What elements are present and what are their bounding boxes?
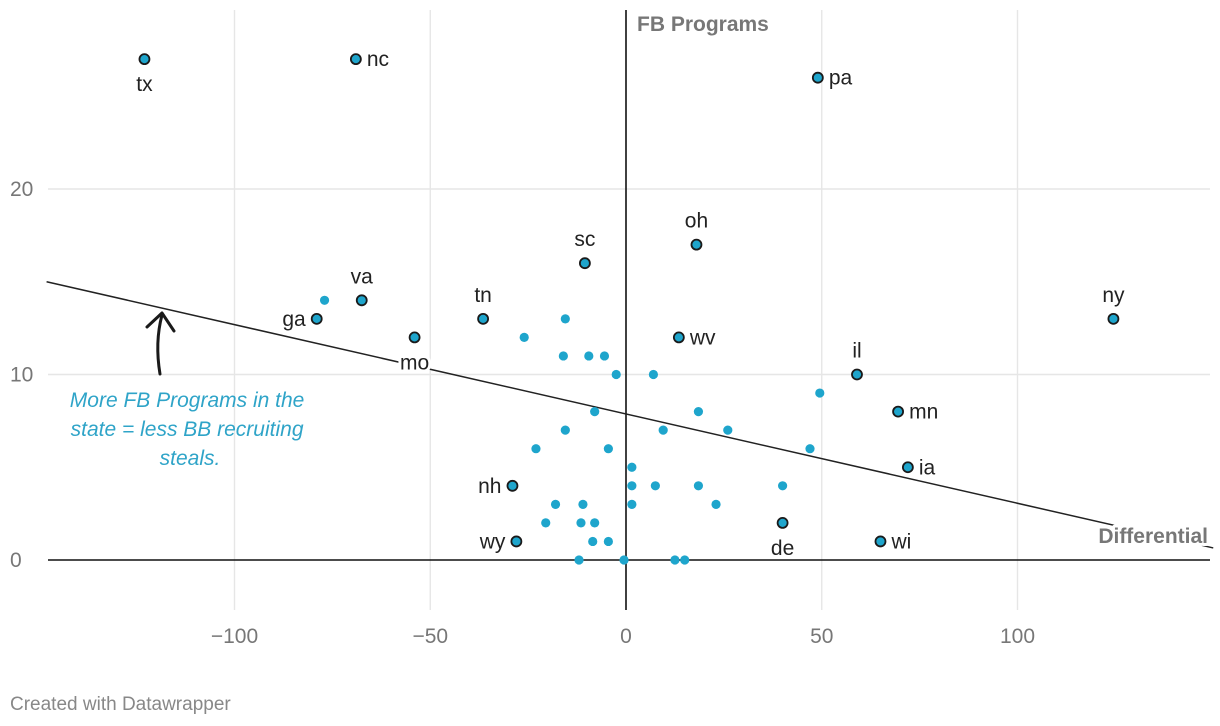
data-point [541, 518, 551, 528]
point-label-va: va [351, 265, 374, 288]
labeled-point-nh [506, 479, 519, 492]
point-label-nc: nc [367, 48, 389, 71]
data-point [578, 499, 588, 509]
data-point [558, 351, 568, 361]
data-point [531, 444, 541, 454]
point-label-wy: wy [479, 530, 506, 553]
data-point [603, 536, 613, 547]
data-point [550, 499, 561, 509]
data-point [627, 462, 637, 472]
labeled-point-mo [408, 331, 421, 344]
y-tick-label: 0 [10, 549, 22, 572]
data-point [723, 425, 733, 435]
point-labels: tx nc pa oh sc va tn ga ny mo wv il mn ia nh de wy wi [133, 45, 1128, 563]
x-tick-label: 50 [810, 625, 833, 648]
annotation-line-1: More FB Programs in the [70, 389, 305, 412]
point-label-ia: ia [919, 456, 936, 479]
data-points [138, 53, 1120, 565]
annotation: More FB Programs in the state = less BB … [70, 311, 310, 470]
data-point [650, 481, 660, 491]
data-point [658, 425, 668, 435]
data-point [519, 332, 529, 342]
point-label-il: il [852, 340, 861, 363]
data-point [574, 555, 584, 565]
labeled-point-il [851, 368, 863, 381]
point-label-mn: mn [909, 401, 938, 424]
labeled-point-sc [578, 257, 591, 270]
annotation-line-2: state = less BB recruiting [71, 418, 304, 441]
data-point [319, 295, 330, 305]
point-label-oh: oh [685, 210, 708, 233]
data-point [560, 425, 570, 435]
labeled-point-tx [138, 53, 151, 66]
data-point [670, 555, 680, 565]
annotation-arrow [156, 313, 164, 376]
annotation-line-3: steals. [160, 447, 221, 470]
point-label-pa: pa [829, 67, 853, 90]
labeled-point-ga [310, 312, 323, 325]
data-point [680, 555, 690, 565]
y-axis-title: FB Programs [637, 13, 769, 36]
data-point [778, 481, 788, 491]
y-tick-label: 20 [10, 178, 33, 201]
data-point [576, 518, 586, 528]
point-label-tx: tx [136, 73, 153, 96]
data-point [560, 314, 570, 324]
point-label-sc: sc [574, 228, 595, 251]
labeled-point-ny [1107, 312, 1120, 325]
data-point [588, 536, 598, 547]
x-tick-label: −50 [412, 625, 448, 648]
data-point [693, 407, 704, 417]
data-point [590, 407, 600, 417]
data-point [648, 369, 659, 380]
data-point [627, 499, 637, 509]
labeled-point-wv [672, 331, 685, 344]
labeled-point-mn [892, 405, 904, 418]
labeled-point-wy [510, 535, 523, 548]
labeled-point-nc [349, 53, 362, 66]
labeled-point-va [355, 294, 368, 307]
labeled-point-wi [874, 535, 887, 548]
point-label-ny: ny [1102, 284, 1125, 307]
data-point [619, 555, 629, 565]
data-point [584, 351, 594, 361]
x-axis-title: Differential [1098, 525, 1208, 548]
labeled-point-pa [811, 71, 824, 84]
point-label-wi: wi [890, 530, 911, 553]
labeled-point-de [776, 517, 789, 529]
point-label-wv: wv [689, 326, 716, 349]
y-tick-label: 10 [10, 364, 33, 387]
data-point [711, 499, 721, 509]
x-tick-label: 0 [620, 625, 632, 648]
point-label-mo: mo [400, 351, 429, 374]
labeled-point-tn [477, 312, 490, 325]
point-label-tn: tn [474, 284, 492, 307]
annotation-arrowhead [145, 311, 176, 333]
data-point [603, 444, 613, 454]
x-tick-label: −100 [211, 625, 258, 648]
point-label-nh: nh [478, 475, 501, 498]
data-point [590, 518, 600, 528]
gridlines [48, 10, 1210, 610]
data-point [611, 369, 621, 380]
axes: −100 −50 0 50 100 0 10 20 [10, 10, 1210, 648]
labeled-point-oh [690, 238, 703, 251]
point-label-de: de [771, 537, 794, 560]
x-tick-label: 100 [1000, 625, 1035, 648]
data-point [627, 481, 637, 491]
footer-credit: Created with Datawrapper [10, 694, 231, 715]
data-point [805, 444, 815, 454]
data-point [815, 388, 825, 398]
point-label-ga: ga [282, 308, 306, 331]
data-point [599, 351, 610, 361]
data-point [693, 481, 704, 491]
labeled-point-ia [901, 461, 914, 474]
annotation-text: More FB Programs in the state = less BB … [70, 389, 310, 470]
x-axis-title-group: Differential [1095, 522, 1211, 551]
trendline [46, 281, 1214, 549]
